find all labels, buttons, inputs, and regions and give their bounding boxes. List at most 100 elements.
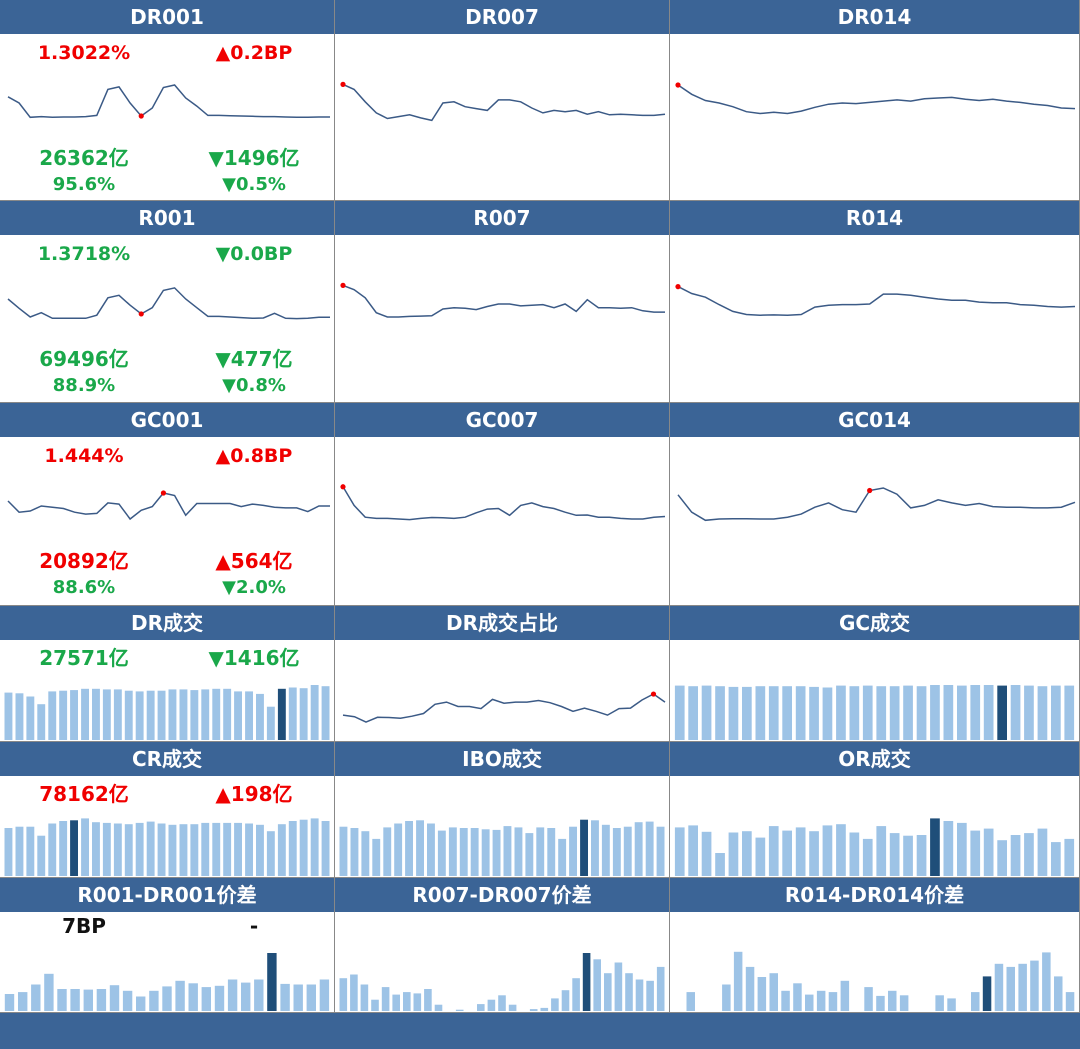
r014-dr014-bar xyxy=(781,990,790,1011)
cr-bar xyxy=(26,826,35,876)
ibo-bar xyxy=(612,828,621,876)
gc-bar xyxy=(728,686,739,740)
r007-dr007-bar xyxy=(434,1004,443,1011)
dr-bar xyxy=(26,696,35,740)
r007-dr007-bar xyxy=(413,993,422,1011)
or-bar xyxy=(688,825,698,876)
cr-bar xyxy=(190,824,199,876)
gc001-series-line xyxy=(7,492,330,521)
r014-dr014-bar xyxy=(1006,966,1015,1011)
cr-bar xyxy=(135,822,144,876)
or-bar xyxy=(916,835,927,876)
r007-dr007-bar xyxy=(498,995,506,1011)
rate-value: 1.3022% xyxy=(37,42,131,64)
ibo-bar xyxy=(623,826,632,876)
cr-chart xyxy=(4,818,330,876)
panel-dr001: DR001 1.3022% ▲0.2BP 26362亿 ▼1496亿 95.6% ▼0.5% xyxy=(0,0,335,201)
r001-dr001-bar xyxy=(122,990,133,1011)
dr-bar xyxy=(113,689,122,740)
cr-bar xyxy=(266,831,275,876)
gc-bar xyxy=(903,685,913,740)
gc-bar xyxy=(983,685,994,740)
or-bar xyxy=(862,838,873,876)
gc007-latest-point xyxy=(340,484,346,490)
or-bar xyxy=(997,840,1007,876)
gc014-chart xyxy=(677,487,1076,522)
dr-bar xyxy=(266,706,275,740)
or-bar xyxy=(1051,842,1061,876)
or-chart xyxy=(674,818,1075,876)
gc-bar xyxy=(809,686,819,740)
dr001-series-line xyxy=(7,84,330,119)
r014-dr014-bar xyxy=(733,951,743,1011)
summary-value: 27571亿 xyxy=(39,646,129,670)
dr-bar xyxy=(92,688,100,740)
r001-dr001-bar xyxy=(149,990,159,1011)
ibo-bar xyxy=(350,828,359,876)
r014-dr014-bar xyxy=(722,984,731,1011)
ibo-bar xyxy=(514,827,523,876)
volume-value: 69496亿 xyxy=(39,347,129,371)
cr-bar xyxy=(48,823,57,876)
ibo-bar xyxy=(536,827,545,876)
r007-dr007-bar xyxy=(392,994,400,1011)
panel-dr014: DR0141.5159%▲0.4BP83亿▲1亿0.3%▲0.0% xyxy=(670,0,1080,201)
panel-r014: R0141.5381%▲0.8BP1078亿▲258亿1.4%▲0.3% xyxy=(670,201,1080,403)
r007-dr007-bar xyxy=(403,992,411,1011)
cr-bar xyxy=(37,835,46,876)
gc-bar xyxy=(742,686,752,740)
panel-r001: R001 1.3718% ▼0.0BP 69496亿 ▼477亿 88.9% ▼0.8% xyxy=(0,201,335,403)
gc-bar xyxy=(768,686,779,740)
dr014-chart xyxy=(675,82,1076,115)
r007-dr007-bar xyxy=(381,987,390,1011)
r014-dr014-bar xyxy=(888,990,897,1011)
r014-dr014-bar xyxy=(757,977,767,1011)
r001-chart xyxy=(7,287,330,320)
gc-bar xyxy=(755,686,766,740)
gc001-chart xyxy=(7,490,330,521)
r001-dr001-bar xyxy=(31,984,41,1011)
cr-latest-bar xyxy=(70,820,78,876)
gc-bar xyxy=(674,685,685,740)
ibo-bar xyxy=(634,822,643,876)
or-bar xyxy=(795,827,806,876)
dr-bar xyxy=(4,692,13,740)
dr-bar xyxy=(234,691,242,740)
gc-bar xyxy=(1037,686,1048,740)
r014-dr014-bar xyxy=(686,992,695,1011)
panel-title: DR成交占比 xyxy=(335,606,669,640)
panel-title: R001-DR001价差 xyxy=(0,878,334,912)
or-bar xyxy=(943,821,954,876)
dr-bar xyxy=(124,690,133,740)
volume-change: ▲564亿 xyxy=(215,549,293,573)
panel-title: DR007 xyxy=(335,0,669,34)
r001-dr001-bar xyxy=(214,985,225,1011)
gc-bar xyxy=(688,686,698,740)
or-bar xyxy=(1064,838,1075,876)
r001-dr001-bar xyxy=(188,983,198,1011)
share-value: 95.6% xyxy=(52,174,116,195)
gc014-latest-point xyxy=(867,487,873,494)
r014-dr014-latest-bar xyxy=(982,976,992,1011)
r001-dr001-latest-bar xyxy=(267,953,277,1011)
gc-bar xyxy=(876,686,887,740)
dr-bar xyxy=(310,685,319,740)
r007-dr007-bar xyxy=(360,984,369,1011)
r001-dr001-bar xyxy=(18,992,28,1011)
r014-dr014-bar xyxy=(994,963,1004,1011)
r007-dr007-bar xyxy=(529,1009,538,1011)
or-bar xyxy=(728,832,739,876)
r007-dr007-bar xyxy=(593,959,601,1011)
r001-dr001-bar xyxy=(57,989,67,1011)
dr-bar xyxy=(168,689,177,740)
r007-dr007-bar xyxy=(635,979,644,1011)
or-bar xyxy=(983,828,994,876)
r001-dr001-bar xyxy=(96,989,107,1011)
summary-change: ▼1416亿 xyxy=(208,646,300,670)
summary-value: 78162亿 xyxy=(39,782,129,806)
dr-bar xyxy=(321,686,330,740)
or-bar xyxy=(836,824,846,876)
r001-dr001-bar xyxy=(306,984,316,1011)
r014-dr014-bar xyxy=(947,998,956,1011)
gc-bar xyxy=(836,685,846,740)
